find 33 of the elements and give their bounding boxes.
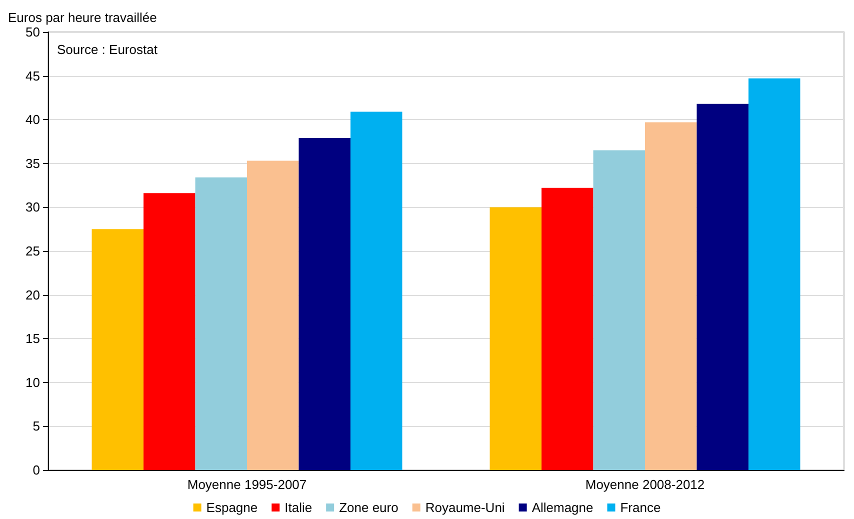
y-tick-label: 45 [26, 68, 40, 84]
bar [490, 207, 542, 470]
x-tick-label: Moyenne 2008-2012 [585, 477, 705, 492]
legend-label: Royaume-Uni [425, 500, 505, 515]
bar [298, 138, 350, 470]
bar [350, 112, 402, 470]
bar [195, 177, 247, 470]
y-axis-title: Euros par heure travaillée [8, 10, 157, 25]
annotation: Source : Eurostat [57, 42, 158, 57]
bar [542, 188, 594, 470]
y-tick-label: 5 [32, 418, 40, 434]
bar [696, 104, 748, 470]
legend-label: Espagne [206, 500, 258, 515]
bar [748, 78, 800, 470]
y-tick-label: 20 [26, 287, 40, 302]
x-tick-label: Moyenne 1995-2007 [187, 477, 307, 492]
legend-label: Zone euro [339, 500, 398, 515]
bar [247, 160, 299, 470]
legend-label: Italie [284, 500, 312, 515]
bar [645, 122, 697, 470]
bar [92, 229, 144, 470]
y-tick-label: 35 [26, 156, 40, 171]
y-tick-label: 40 [26, 112, 40, 128]
bar [593, 150, 645, 470]
y-tick-label: 15 [26, 331, 40, 346]
bar [144, 193, 196, 470]
legend-label: Allemagne [532, 500, 594, 515]
y-tick-label: 0 [32, 462, 40, 478]
y-tick-label: 25 [26, 244, 40, 258]
legend-label: France [620, 500, 661, 515]
y-tick-label: 50 [26, 24, 40, 40]
y-tick-label: 30 [26, 200, 40, 215]
y-tick-label: 10 [26, 374, 40, 390]
